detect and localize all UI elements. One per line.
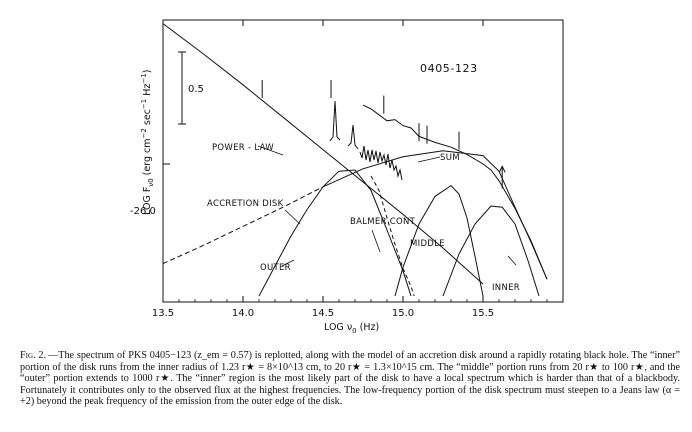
y-axis-label: LOG Fν0 (erg cm−2 sec−1 Hz−1): [140, 70, 155, 215]
figure-caption: Fig. 2. —The spectrum of PKS 0405−123 (z_…: [20, 350, 680, 408]
label-middle: MIDDLE: [410, 239, 445, 249]
y-reference-tick-label: -26.0: [130, 206, 156, 217]
emission-noise: [359, 145, 403, 181]
x-axis-label: LOG ν0 (Hz): [324, 322, 379, 335]
label-balmer-cont: BALMER CONT: [350, 217, 416, 227]
curve-accretion-disk-dashed: [162, 186, 324, 265]
scale-bar: [178, 51, 186, 125]
x-tick-label: 15.0: [392, 308, 414, 319]
x-tick-label: 14.0: [232, 308, 254, 319]
curve-inner: [442, 205, 540, 297]
accretion-disk-leader: [284, 209, 301, 225]
curve-accretion-disk: [322, 150, 548, 280]
outer-leader: [281, 259, 295, 267]
balmer-cont-leader: [371, 229, 381, 253]
power-law-leader: [257, 145, 284, 156]
label-power-law: POWER - LAW: [212, 143, 274, 153]
caption-text: —The spectrum of PKS 0405−123 (z_em = 0.…: [20, 350, 680, 408]
annotation-leaders: [257, 145, 517, 267]
curve-middle: [394, 184, 484, 297]
x-tick-label: 13.5: [152, 308, 174, 319]
plot-frame: [162, 19, 564, 303]
label-inner: INNER: [492, 283, 520, 293]
emission-spike-1: [329, 100, 341, 142]
label-accretion-disk: ACCRETION DISK: [207, 199, 284, 209]
curve-outer: [258, 169, 412, 297]
caption-figure-label: Fig. 2.: [20, 350, 47, 361]
curve-power-law: [162, 23, 484, 285]
axis-ticks: 13.5 14.0 14.5 15.0 15.5: [152, 20, 564, 319]
label-outer: OUTER: [260, 263, 291, 273]
x-tick-label: 14.5: [312, 308, 334, 319]
emission-lines: [329, 100, 403, 181]
spectral-curves: [162, 23, 548, 297]
curve-sum: [362, 104, 548, 280]
label-sum: SUM: [440, 153, 460, 163]
data-points: [261, 80, 506, 189]
scale-bar-label: 0.5: [188, 84, 204, 95]
object-label: 0405-123: [420, 62, 478, 75]
curve-balmer-cont: [370, 175, 415, 297]
x-tick-label: 15.5: [472, 308, 494, 319]
upper-limit-arrowhead: [498, 165, 506, 173]
emission-spike-2: [347, 124, 359, 150]
sum-leader: [417, 156, 441, 163]
inner-leader: [507, 255, 517, 266]
